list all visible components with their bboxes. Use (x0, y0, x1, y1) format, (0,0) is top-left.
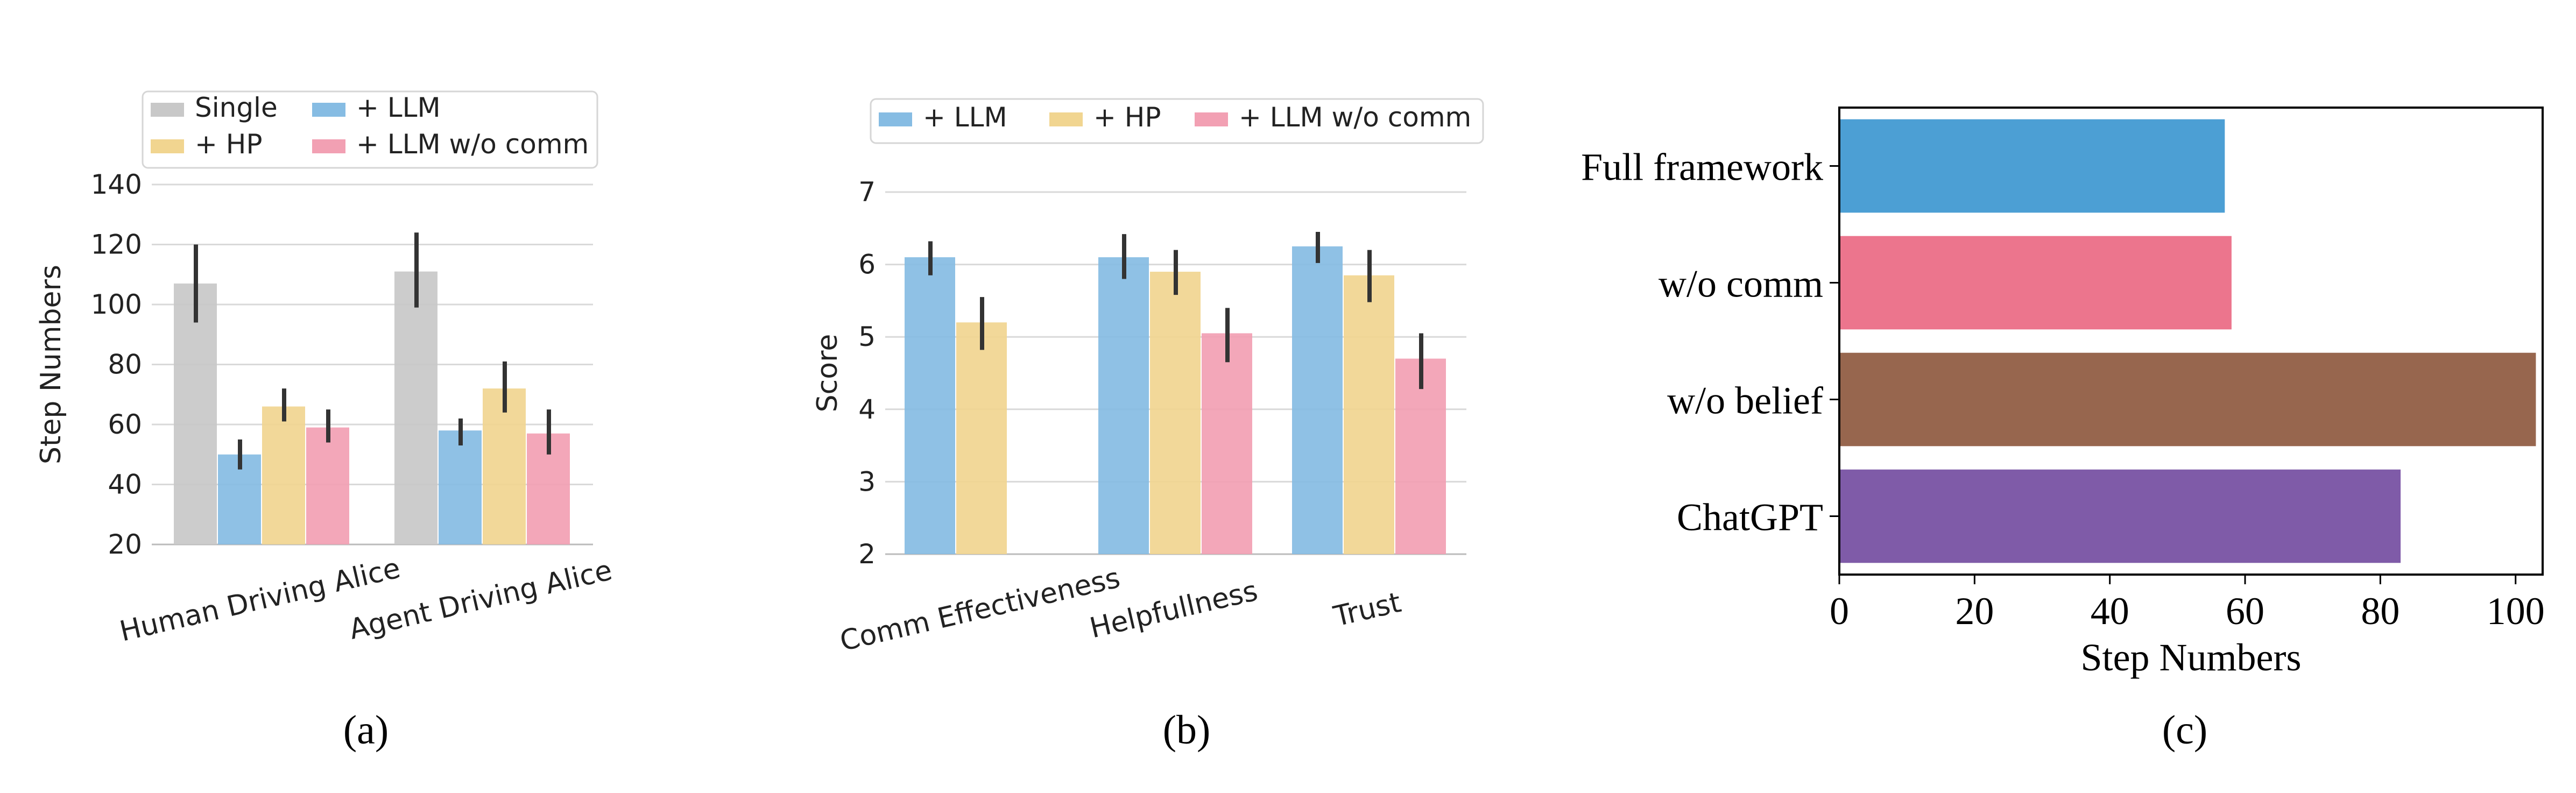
x-category-label: Trust (1330, 586, 1404, 633)
bar-llm-comm-effectiveness (905, 257, 955, 554)
y-tick-label: 7 (858, 176, 876, 208)
legend-label-hp: + HP (195, 129, 263, 160)
caption-b: (b) (1163, 707, 1211, 753)
x-axis-label: Step Numbers (2081, 636, 2302, 679)
x-tick-label: 100 (2487, 590, 2545, 633)
bar-w-o-comm (1839, 236, 2232, 330)
bar-full-framework (1839, 119, 2225, 213)
y-tick-label: 5 (858, 321, 876, 352)
y-category-label: w/o comm (1658, 263, 1823, 306)
legend-label-llm: + LLM (923, 102, 1007, 133)
x-tick-label: 80 (2361, 590, 2399, 633)
y-tick-label: 100 (91, 289, 142, 320)
y-category-label: w/o belief (1667, 379, 1823, 422)
legend-box (870, 98, 1484, 144)
legend-swatch-llm-w-o-comm (1195, 112, 1228, 126)
legend-swatch-hp (151, 139, 184, 153)
y-tick-label: 120 (91, 229, 142, 260)
plot-frame (1838, 107, 2544, 576)
bar-llm-helpfullness (1098, 257, 1149, 554)
bar-llm-w-o-comm-helpfullness (1202, 333, 1252, 554)
bar-llm-w-o-comm-trust (1395, 358, 1446, 554)
legend-label-llm-w-o-comm: + LLM w/o comm (1239, 102, 1471, 133)
x-tick-label: 20 (1955, 590, 1994, 633)
y-tick-label: 60 (108, 409, 142, 440)
legend-swatch-llm-w-o-comm (312, 139, 345, 153)
y-tick-label: 140 (91, 169, 142, 200)
legend-label-hp: + HP (1093, 102, 1161, 133)
y-tick-label: 6 (858, 249, 876, 280)
legend-swatch-hp (1049, 112, 1083, 126)
x-tick-label: 0 (1830, 590, 1849, 633)
bar-hp-agent-driving-alice (483, 388, 526, 544)
y-tick-label: 80 (108, 349, 142, 380)
y-tick-label: 3 (858, 466, 876, 497)
legend-box (142, 90, 598, 169)
bar-llm-w-o-comm-human-driving-alice (306, 427, 349, 544)
bar-single-human-driving-alice (174, 283, 217, 544)
caption-c: (c) (2162, 707, 2207, 753)
bar-hp-human-driving-alice (262, 406, 305, 544)
y-category-label: Full framework (1581, 146, 1823, 189)
y-axis-label: Step Numbers (35, 265, 67, 464)
bar-single-agent-driving-alice (394, 271, 437, 544)
bar-hp-trust (1344, 275, 1394, 554)
legend-swatch-llm (312, 103, 345, 117)
y-category-label: ChatGPT (1677, 496, 1823, 539)
x-tick-label: 60 (2226, 590, 2264, 633)
y-axis-label: Score (811, 334, 844, 413)
legend-swatch-single (151, 103, 184, 117)
x-tick-label: 40 (2091, 590, 2129, 633)
legend-label-llm: + LLM (356, 92, 441, 123)
bar-hp-helpfullness (1150, 272, 1201, 554)
x-category-label: Comm Effectiveness (837, 562, 1123, 657)
y-tick-label: 40 (108, 469, 142, 500)
chart-panel-c: Full framework w/o comm w/o belief ChatGPT 0… (1581, 107, 2545, 679)
legend-label-single: Single (195, 92, 278, 123)
bar-chatgpt (1839, 469, 2401, 563)
bar-llm-agent-driving-alice (439, 430, 482, 544)
y-tick-label: 2 (858, 539, 876, 570)
y-tick-label: 20 (108, 529, 142, 560)
y-tick-label: 4 (858, 394, 876, 425)
legend-swatch-llm (879, 112, 912, 126)
bar-hp-comm-effectiveness (956, 322, 1007, 554)
bar-w-o-belief (1839, 352, 2536, 447)
legend-label-llm-w-o-comm: + LLM w/o comm (356, 129, 589, 160)
bar-llm-trust (1292, 246, 1343, 554)
caption-a: (a) (343, 707, 389, 753)
